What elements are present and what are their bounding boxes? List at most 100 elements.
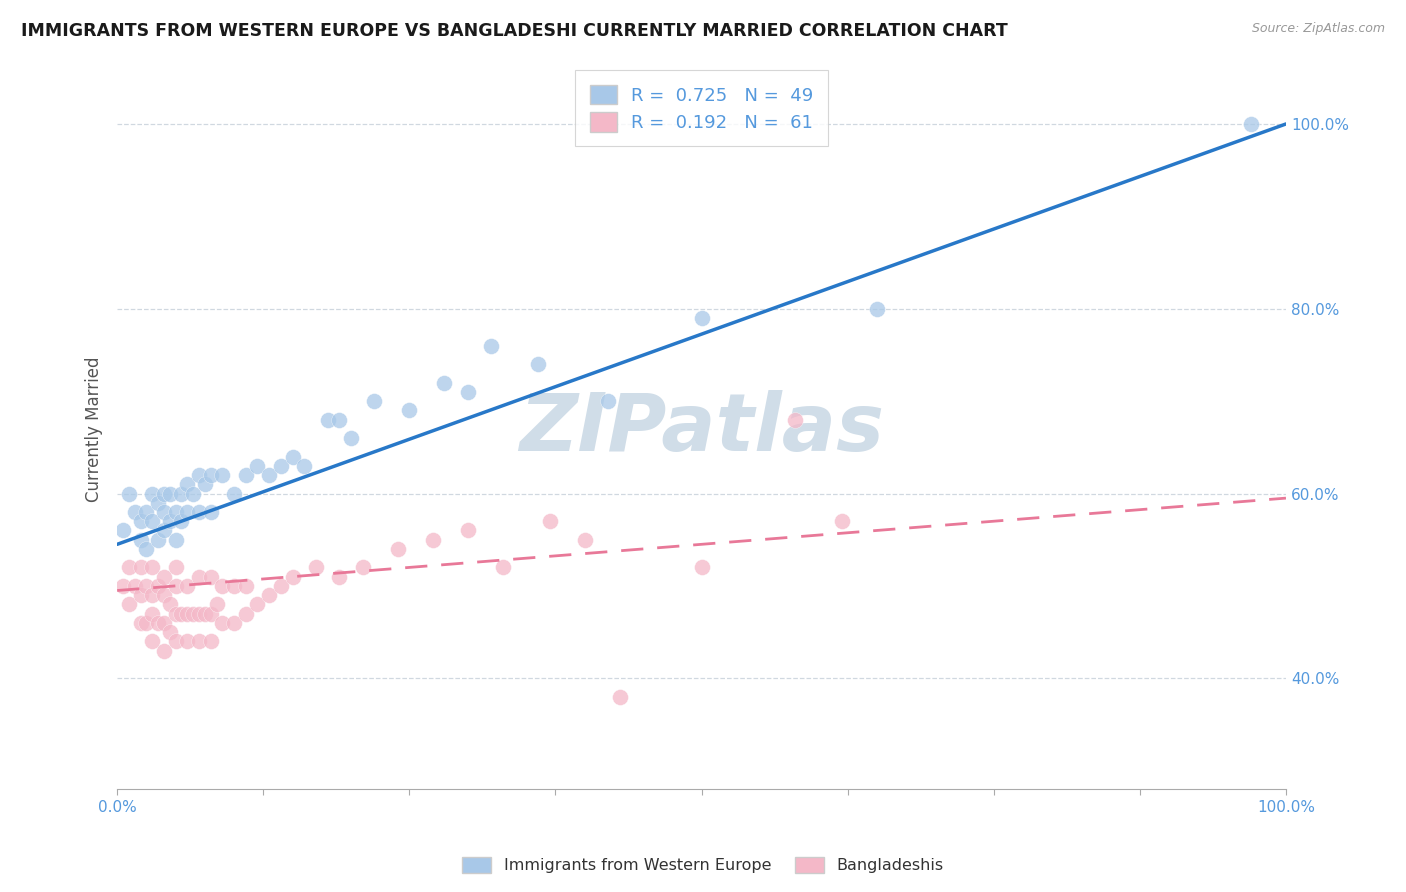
Point	[292, 458, 315, 473]
Point	[170, 607, 193, 621]
Point	[328, 412, 350, 426]
Point	[141, 588, 163, 602]
Point	[170, 514, 193, 528]
Point	[176, 477, 198, 491]
Point	[159, 514, 181, 528]
Point	[270, 458, 292, 473]
Point	[165, 579, 187, 593]
Point	[200, 607, 222, 621]
Point	[159, 625, 181, 640]
Point	[492, 560, 515, 574]
Point	[165, 505, 187, 519]
Point	[205, 598, 228, 612]
Point	[129, 514, 152, 528]
Point	[146, 579, 169, 593]
Point	[141, 486, 163, 500]
Point	[246, 598, 269, 612]
Point	[222, 579, 245, 593]
Text: ZIPatlas: ZIPatlas	[519, 390, 884, 467]
Point	[211, 579, 233, 593]
Point	[352, 560, 374, 574]
Point	[235, 579, 257, 593]
Point	[200, 468, 222, 483]
Point	[165, 533, 187, 547]
Point	[124, 505, 146, 519]
Point	[527, 357, 550, 371]
Point	[141, 634, 163, 648]
Point	[457, 524, 479, 538]
Point	[159, 486, 181, 500]
Point	[609, 690, 631, 704]
Point	[257, 468, 280, 483]
Point	[690, 560, 713, 574]
Point	[176, 579, 198, 593]
Point	[200, 505, 222, 519]
Text: Source: ZipAtlas.com: Source: ZipAtlas.com	[1251, 22, 1385, 36]
Point	[328, 569, 350, 583]
Point	[181, 607, 204, 621]
Point	[135, 579, 157, 593]
Legend: R =  0.725   N =  49, R =  0.192   N =  61: R = 0.725 N = 49, R = 0.192 N = 61	[575, 70, 828, 146]
Point	[211, 468, 233, 483]
Point	[153, 524, 176, 538]
Point	[866, 301, 889, 316]
Point	[141, 560, 163, 574]
Point	[118, 486, 141, 500]
Point	[135, 615, 157, 630]
Point	[433, 376, 456, 390]
Text: IMMIGRANTS FROM WESTERN EUROPE VS BANGLADESHI CURRENTLY MARRIED CORRELATION CHAR: IMMIGRANTS FROM WESTERN EUROPE VS BANGLA…	[21, 22, 1008, 40]
Point	[153, 588, 176, 602]
Point	[118, 598, 141, 612]
Point	[316, 412, 339, 426]
Point	[257, 588, 280, 602]
Point	[270, 579, 292, 593]
Point	[422, 533, 444, 547]
Point	[387, 541, 409, 556]
Point	[200, 569, 222, 583]
Point	[194, 477, 217, 491]
Point	[153, 505, 176, 519]
Point	[176, 505, 198, 519]
Point	[153, 569, 176, 583]
Point	[222, 615, 245, 630]
Point	[188, 634, 211, 648]
Point	[235, 468, 257, 483]
Point	[165, 560, 187, 574]
Point	[129, 533, 152, 547]
Point	[135, 541, 157, 556]
Point	[170, 486, 193, 500]
Point	[141, 514, 163, 528]
Point	[235, 607, 257, 621]
Point	[129, 615, 152, 630]
Point	[690, 310, 713, 325]
Point	[479, 339, 502, 353]
Point	[153, 486, 176, 500]
Point	[188, 505, 211, 519]
Point	[281, 450, 304, 464]
Point	[831, 514, 853, 528]
Point	[188, 607, 211, 621]
Point	[281, 569, 304, 583]
Point	[340, 431, 363, 445]
Point	[246, 458, 269, 473]
Legend: Immigrants from Western Europe, Bangladeshis: Immigrants from Western Europe, Banglade…	[456, 850, 950, 880]
Point	[596, 394, 619, 409]
Point	[398, 403, 420, 417]
Point	[112, 579, 135, 593]
Point	[574, 533, 596, 547]
Point	[129, 588, 152, 602]
Point	[200, 634, 222, 648]
Point	[176, 634, 198, 648]
Point	[165, 607, 187, 621]
Point	[222, 486, 245, 500]
Point	[188, 569, 211, 583]
Point	[129, 560, 152, 574]
Point	[159, 598, 181, 612]
Y-axis label: Currently Married: Currently Married	[86, 356, 103, 501]
Point	[783, 412, 806, 426]
Point	[153, 643, 176, 657]
Point	[176, 607, 198, 621]
Point	[457, 384, 479, 399]
Point	[141, 607, 163, 621]
Point	[538, 514, 561, 528]
